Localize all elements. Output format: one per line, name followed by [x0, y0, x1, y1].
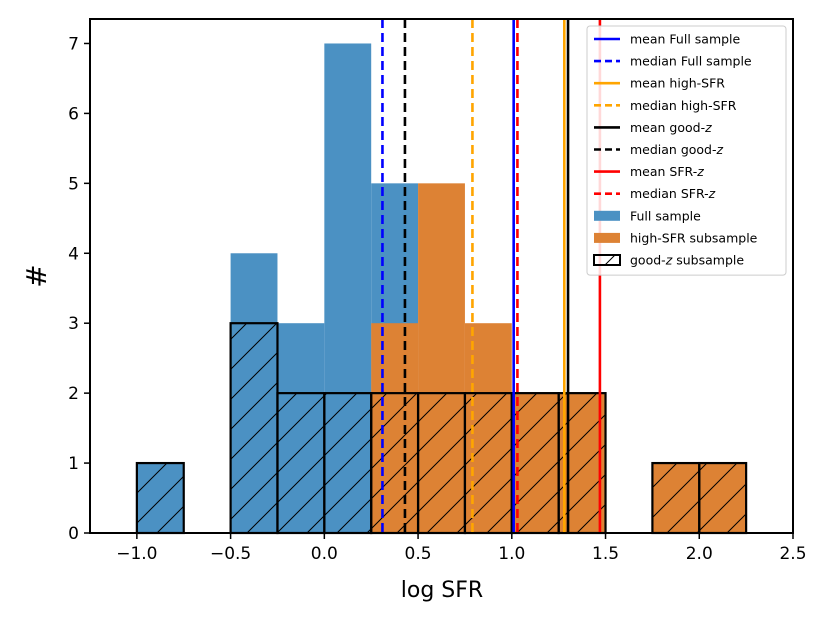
good-z-bars — [135, 322, 748, 535]
legend-box — [586, 25, 787, 276]
good-z-bar-5 — [416, 392, 467, 535]
x-tick-label-2: 0.0 — [311, 544, 338, 564]
y-axis-label: # — [20, 264, 53, 287]
y-tick-label-3: 3 — [68, 314, 79, 334]
x-tick-label-3: 0.5 — [405, 544, 432, 564]
legend-label-7: median SFR-z — [630, 186, 716, 201]
legend-label-10: good-z subsample — [630, 253, 744, 268]
x-tick-label-5: 1.5 — [592, 544, 619, 564]
legend-label-1: median Full sample — [630, 54, 752, 69]
good-z-bar-0 — [135, 461, 185, 535]
y-axis-ticks: 0 1 2 3 4 5 6 7 — [68, 34, 90, 544]
legend-handle-10 — [593, 254, 621, 266]
y-tick-label-4: 4 — [68, 244, 79, 264]
y-tick-label-5: 5 — [68, 174, 79, 194]
legend-handle-9 — [594, 232, 620, 243]
y-tick-label-6: 6 — [68, 104, 79, 124]
good-z-bar-4 — [370, 392, 420, 535]
good-z-bar-10 — [698, 461, 748, 535]
x-tick-label-7: 2.5 — [779, 544, 806, 564]
x-tick-label-6: 2.0 — [686, 544, 713, 564]
good-z-bar-7 — [510, 392, 560, 535]
good-z-bar-3 — [323, 392, 373, 535]
x-tick-label-1: −0.5 — [210, 544, 251, 564]
y-tick-label-0: 0 — [68, 524, 79, 544]
legend-label-2: mean high-SFR — [630, 76, 725, 91]
good-z-bar-8 — [557, 392, 607, 535]
legend-label-0: mean Full sample — [630, 32, 741, 47]
legend-label-4: mean good-z — [630, 120, 712, 135]
x-tick-label-4: 1.0 — [498, 544, 525, 564]
x-tick-label-0: −1.0 — [116, 544, 157, 564]
x-axis-label: log SFR — [401, 578, 483, 603]
y-tick-label-1: 1 — [68, 454, 79, 474]
good-z-bar-1 — [229, 322, 279, 535]
legend-label-3: median high-SFR — [630, 98, 737, 113]
legend-handle-8 — [594, 210, 620, 221]
good-z-bar-9 — [651, 461, 701, 535]
plot-frame — [89, 18, 794, 534]
y-tick-label-7: 7 — [68, 34, 79, 54]
y-tick-label-2: 2 — [68, 384, 79, 404]
legend-label-6: mean SFR-z — [630, 164, 704, 179]
legend: mean Full sample median Full sample mean h… — [586, 25, 787, 276]
legend-label-5: median good-z — [630, 142, 724, 157]
legend-label-8: Full sample — [630, 208, 701, 223]
legend-label-9: high-SFR subsample — [630, 230, 758, 245]
x-axis-ticks: −1.0 −0.5 0.0 0.5 1.0 1.5 2.0 2.5 — [116, 533, 807, 564]
good-z-bar-2 — [276, 392, 326, 535]
